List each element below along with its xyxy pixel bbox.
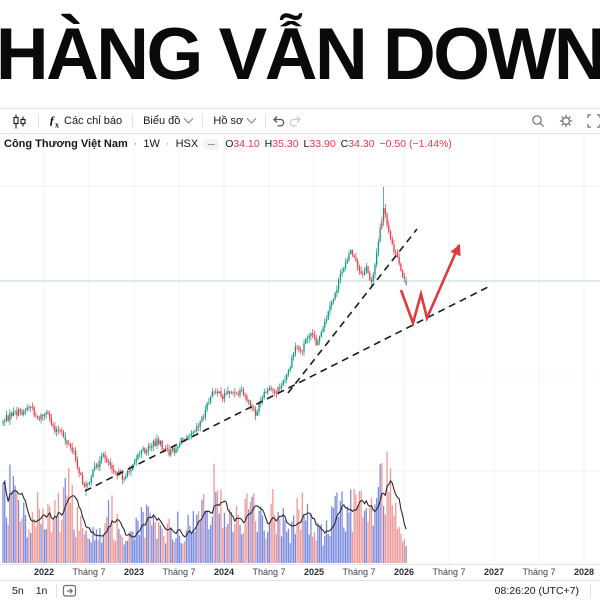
time-axis-label: Tháng 7 [162,567,196,577]
headline-banner: HÀNG VẪN DOWN [0,0,600,108]
profile-menu-label: Hồ sơ [213,115,244,127]
redo-arrow-icon [289,116,302,127]
toolbar-separator [202,114,204,128]
time-axis-label: 2024 [213,567,235,577]
time-axis[interactable]: 2022 Tháng 7 2023 Tháng 7 2024 Tháng 7 2025 Thá… [0,564,600,580]
search-button[interactable] [529,112,547,130]
chart-type-button[interactable] [4,110,35,132]
chart-menu-label: Biểu đồ [143,115,181,127]
gear-icon [559,114,573,128]
ohlc-values: O34.10 H35.30 L33.90 C34.30 −0.50 (−1.44… [225,138,452,150]
time-axis-label: 2025 [303,567,325,577]
legend-dot: · [165,138,170,150]
undo-button[interactable] [269,112,287,130]
time-axis-label: 2026 [393,567,415,577]
headline-title: HÀNG VẪN DOWN [0,13,600,95]
undo-arrow-icon [273,116,285,127]
indicators-label: Các chỉ báo [64,115,123,127]
exchange-label[interactable]: HSX [175,138,199,150]
time-axis-label: Tháng 7 [72,567,106,577]
search-icon [532,115,544,127]
time-axis-label: 2023 [123,567,145,577]
legend-dot: · [133,138,138,150]
bottom-bar: 5n 1n 08:26:20 (UTC+7) [0,580,600,600]
low-value: 33.90 [309,138,336,150]
go-to-date-icon [62,584,76,597]
range-5d-button[interactable]: 5n [12,584,24,597]
close-value: 34.30 [348,138,375,150]
symbol-legend: Công Thương Việt Nam · 1W · HSX O34.10 H… [4,138,452,150]
price-chart-canvas[interactable] [0,134,600,564]
bottombar-separator [590,583,591,598]
toolbar-separator [265,114,267,128]
open-value: 34.10 [233,138,260,150]
time-axis-label: Tháng 7 [342,567,376,577]
symbol-name[interactable]: Công Thương Việt Nam [4,138,128,150]
chevron-down-icon [183,113,194,124]
fullscreen-icon [587,114,600,128]
candles-icon [13,114,26,128]
symbol-more-icon[interactable] [204,138,220,150]
interval-label[interactable]: 1W [143,138,160,150]
fx-icon: ƒx [49,112,59,130]
chart-menu-button[interactable]: Biểu đồ [136,110,199,132]
change-value: −0.50 (−1.44%) [379,138,452,150]
time-axis-label: 2028 [573,567,595,577]
settings-button[interactable] [557,112,575,130]
time-axis-label: Tháng 7 [252,567,286,577]
redo-button[interactable] [287,112,305,130]
toolbar-right-group [529,112,600,130]
goto-date-button[interactable] [60,582,78,600]
time-axis-label: Tháng 7 [432,567,466,577]
range-1y-button[interactable]: 1n [35,584,48,597]
indicators-button[interactable]: ƒx Các chỉ báo [42,110,129,132]
profile-menu-button[interactable]: Hồ sơ [206,110,262,132]
chevron-down-icon [246,113,257,124]
high-value: 35.30 [272,138,299,150]
time-axis-label: 2027 [483,567,505,577]
bottombar-separator [56,583,58,598]
toolbar-separator [38,114,39,128]
chart-toolbar: ƒx Các chỉ báo Biểu đồ Hồ sơ [0,108,600,134]
time-axis-label: 2022 [33,567,55,577]
toolbar-separator [132,114,134,128]
fullscreen-button[interactable] [585,112,600,130]
time-axis-label: Tháng 7 [522,567,556,577]
clock-label[interactable]: 08:26:20 (UTC+7) [494,584,579,597]
chart-pane[interactable]: Công Thương Việt Nam · 1W · HSX O34.10 H… [0,134,600,564]
